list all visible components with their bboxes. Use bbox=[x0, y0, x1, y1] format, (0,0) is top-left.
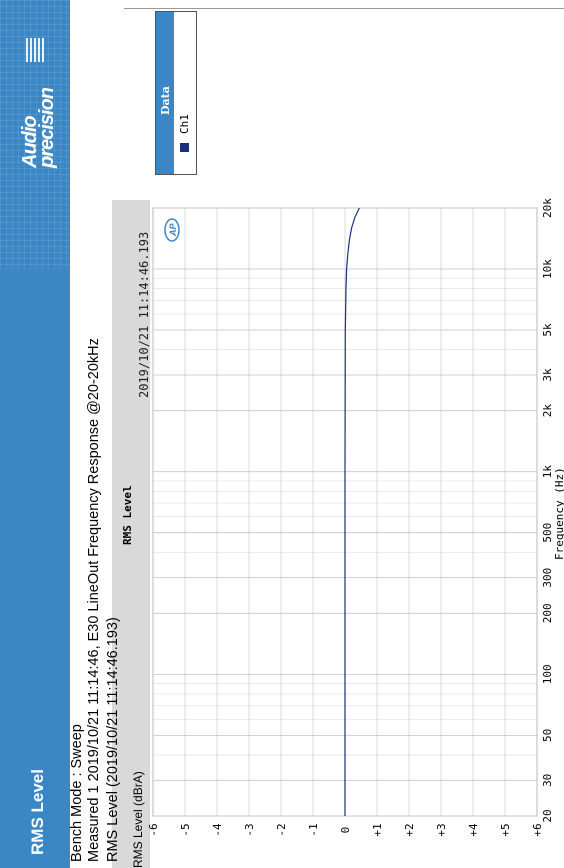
x-axis-label: Frequency (Hz) bbox=[553, 467, 564, 560]
y-tick-label: +6 bbox=[531, 823, 544, 836]
y-tick-label: -5 bbox=[179, 823, 192, 836]
ap-logo-icon: AP bbox=[164, 218, 180, 242]
series-ch1-line bbox=[344, 207, 360, 816]
x-tick-label: 300 bbox=[541, 568, 554, 588]
divider bbox=[124, 8, 564, 9]
legend-swatch bbox=[180, 143, 189, 152]
chart-timestamp: 2019/10/21 11:14:46.193 bbox=[137, 232, 151, 398]
y-tick-label: +1 bbox=[371, 823, 384, 836]
chart-side-strip bbox=[112, 200, 150, 868]
y-tick-label: +2 bbox=[403, 823, 416, 836]
legend-header bbox=[156, 12, 174, 174]
legend: Data Ch1 bbox=[155, 11, 197, 175]
x-tick-label: 20k bbox=[541, 198, 554, 218]
y-tick-label: -4 bbox=[211, 823, 224, 837]
y-tick-label: -6 bbox=[147, 823, 160, 836]
tick-labels: -6 -5 -4 -3 -2 -1 0 +1 +2 +3 +4 +5 +620 30 50 100 200 300… bbox=[147, 198, 554, 837]
x-tick-label: 30 bbox=[541, 774, 554, 787]
x-tick-label: 500 bbox=[541, 523, 554, 543]
y-axis-label: RMS Level (dBrA) bbox=[131, 771, 145, 868]
y-tick-label: +3 bbox=[435, 823, 448, 836]
x-tick-label: 100 bbox=[541, 664, 554, 684]
x-tick-label: 3k bbox=[541, 368, 554, 382]
x-tick-label: 5k bbox=[541, 323, 554, 337]
y-tick-label: 0 bbox=[339, 827, 352, 834]
svg-text:AP: AP bbox=[168, 223, 178, 237]
logo-icon bbox=[26, 38, 44, 62]
y-tick-label: -1 bbox=[307, 823, 320, 836]
chart-title: RMS Level bbox=[121, 485, 134, 545]
x-tick-label: 2k bbox=[541, 404, 554, 418]
x-tick-label: 10k bbox=[541, 259, 554, 279]
y-tick-label: +4 bbox=[467, 823, 480, 837]
x-tick-label: 200 bbox=[541, 603, 554, 623]
y-tick-label: -3 bbox=[243, 823, 256, 836]
app-banner: Audio precision RMS Level bbox=[0, 0, 70, 868]
x-tick-label: 50 bbox=[541, 729, 554, 742]
y-tick-label: -2 bbox=[275, 823, 288, 836]
x-tick-label: 1k bbox=[541, 465, 554, 479]
y-tick-label: +5 bbox=[499, 823, 512, 836]
x-tick-label: 20 bbox=[541, 809, 554, 822]
